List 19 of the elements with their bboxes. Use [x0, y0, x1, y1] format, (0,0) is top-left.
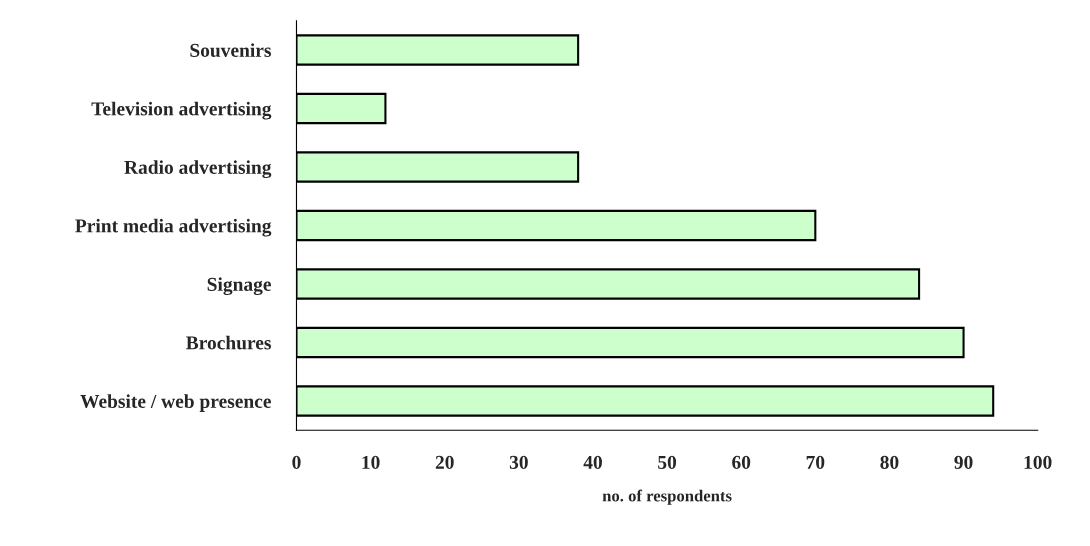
- y-tick-label: Souvenirs: [190, 43, 271, 57]
- y-tick-label: Signage: [207, 277, 271, 296]
- x-tick-label: 30: [509, 455, 528, 469]
- x-tick-label: 20: [435, 455, 454, 469]
- x-tick-label: 80: [880, 455, 899, 469]
- x-tick-label: 0: [292, 455, 301, 469]
- y-tick-label: Print media advertising: [75, 218, 272, 237]
- x-tick-label: 100: [1024, 455, 1052, 469]
- x-tick-label: 60: [732, 455, 751, 469]
- x-tick-label: 10: [362, 455, 380, 469]
- x-tick-label: 70: [806, 455, 825, 469]
- y-tick-label: Brochures: [186, 335, 271, 350]
- x-tick-label: 40: [583, 455, 602, 469]
- x-axis-title: no. of respondents: [602, 489, 732, 505]
- y-tick-label: Radio advertising: [124, 160, 272, 179]
- y-tick-label: Television advertising: [91, 101, 272, 120]
- y-tick-label: Website / web presence: [80, 394, 271, 412]
- x-tick-label: 90: [954, 455, 973, 469]
- x-tick-label: 50: [658, 455, 677, 469]
